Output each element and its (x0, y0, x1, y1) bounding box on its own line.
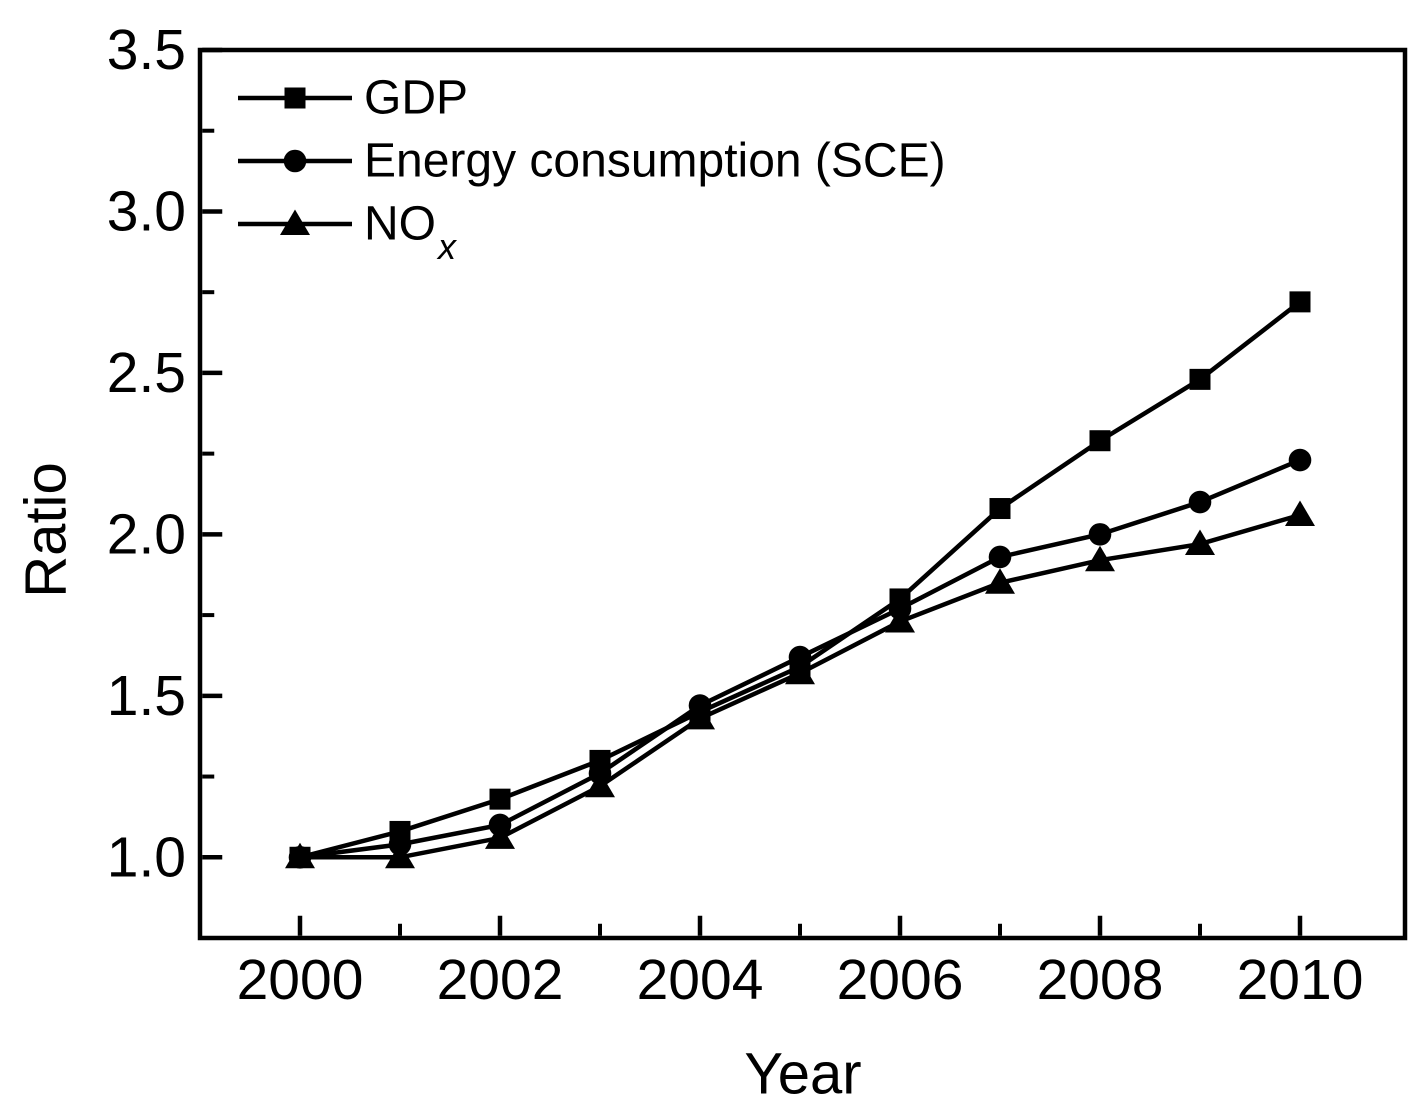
y-axis-tick-label: 2.5 (107, 341, 186, 405)
x-axis-tick-label: 2002 (437, 948, 564, 1012)
x-axis-tick-label: 2006 (837, 948, 964, 1012)
data-point-nox (685, 703, 715, 730)
legend-circle-icon (283, 149, 307, 173)
legend-triangle-up-icon (280, 209, 310, 235)
data-point-nox (1185, 529, 1215, 556)
data-point-nox (1285, 500, 1315, 526)
data-point-gdp (1289, 291, 1311, 313)
data-point-energy (788, 645, 812, 669)
x-axis-tick-label: 2010 (1237, 948, 1364, 1012)
data-point-nox (485, 823, 515, 849)
data-point-gdp (989, 498, 1011, 520)
legend-item-label: NOx (364, 198, 458, 267)
data-point-energy (1088, 523, 1112, 546)
y-axis-tick-label: 3.5 (107, 18, 186, 82)
plot-border (197, 47, 1408, 941)
series-line-gdp (299, 300, 1302, 860)
data-point-nox (885, 607, 915, 633)
y-axis-tick-label: 1.5 (107, 664, 186, 728)
data-point-energy (988, 545, 1012, 569)
y-axis-tick-label: 3.0 (107, 179, 186, 243)
y-axis-tick-label: 2.0 (107, 502, 186, 566)
x-axis-tick-label: 2008 (1037, 948, 1164, 1012)
legend-square-icon (284, 87, 306, 109)
x-axis-tick-label: 2004 (637, 948, 764, 1012)
data-point-nox (385, 842, 415, 869)
data-point-nox (785, 658, 815, 685)
data-point-gdp (489, 788, 511, 810)
data-point-energy (1188, 490, 1212, 514)
data-point-nox (1085, 545, 1115, 572)
data-point-gdp (1089, 430, 1111, 452)
y-axis-tick-label: 1.0 (107, 825, 186, 889)
legend-item-label: GDP (364, 72, 468, 125)
legend-item-label: Energy consumption (SCE) (364, 135, 946, 188)
data-point-gdp (1189, 368, 1211, 390)
legend-item-label-subscript: x (436, 226, 458, 267)
series-line-nox (300, 512, 1301, 860)
data-point-energy (1288, 448, 1312, 472)
data-point-nox (285, 842, 315, 869)
y-axis-title: Ratio (14, 462, 79, 597)
x-axis-tick-label: 2000 (237, 948, 364, 1012)
x-axis-title: Year (744, 1042, 861, 1107)
data-point-nox (985, 568, 1015, 594)
data-point-nox (585, 771, 615, 798)
